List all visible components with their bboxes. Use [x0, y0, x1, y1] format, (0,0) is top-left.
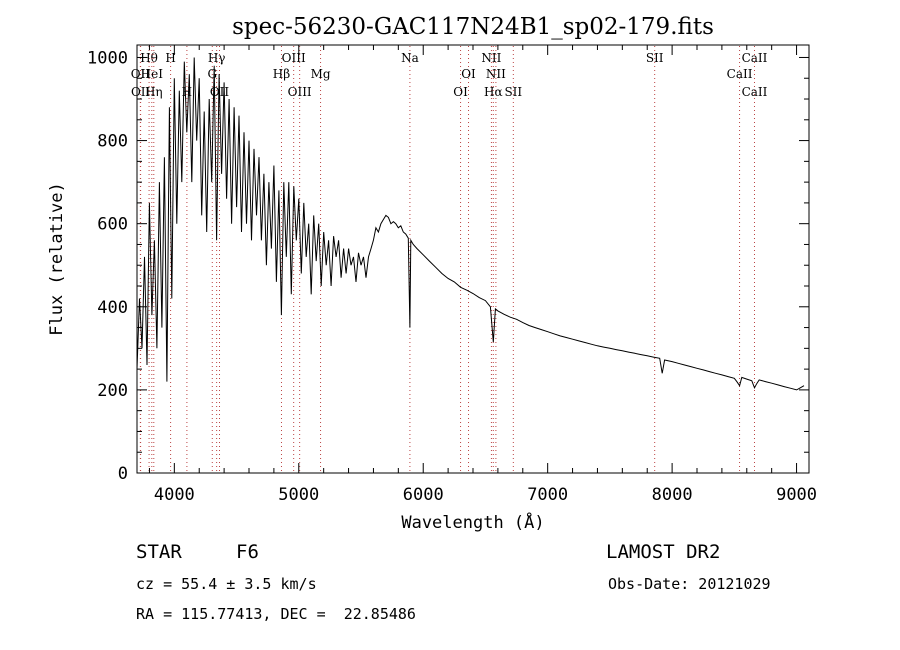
survey-name: LAMOST DR2	[606, 541, 721, 563]
line-marker-label: OIII	[282, 51, 306, 65]
x-axis: 4000 5000 6000 7000 8000 9000	[148, 45, 817, 505]
chart-title: spec-56230-GAC117N24B1_sp02-179.fits	[232, 14, 714, 40]
line-marker-label: NII	[486, 67, 506, 81]
line-marker-label: OI	[461, 67, 476, 81]
line-marker-label: NII	[481, 51, 501, 65]
line-marker-label: OII	[131, 85, 151, 99]
line-marker-label: OI	[453, 85, 468, 99]
observation-date: Obs-Date: 20121029	[608, 575, 771, 593]
x-tick-label: 5000	[278, 485, 319, 505]
y-axis: 0 200 400 600 800 1000	[87, 48, 809, 484]
line-marker-label: SII	[504, 85, 522, 99]
y-tick-label: 400	[97, 298, 128, 318]
y-tick-label: 0	[118, 464, 128, 484]
x-tick-label: 9000	[776, 485, 817, 505]
spectrum-series-line	[136, 57, 805, 391]
line-marker-label: OIII	[288, 85, 312, 99]
y-tick-label: 800	[97, 132, 128, 152]
line-marker-label: SII	[646, 51, 664, 65]
x-tick-label: 8000	[652, 485, 693, 505]
line-marker-label: Hα	[484, 85, 503, 99]
object-subclass: F6	[236, 541, 259, 563]
coordinates: RA = 115.77413, DEC = 22.85486	[136, 605, 416, 623]
line-marker-label: H	[165, 51, 175, 65]
line-marker-label: Hη	[145, 85, 163, 99]
line-marker-label: Hθ	[140, 51, 158, 65]
line-marker-label: Hγ	[208, 51, 226, 65]
object-type: STAR	[136, 541, 182, 563]
line-marker-label: CaII	[742, 85, 768, 99]
line-marker-label: Mg	[311, 67, 331, 81]
y-tick-label: 200	[97, 381, 128, 401]
line-marker-label: G	[207, 67, 217, 81]
redshift-value: cz = 55.4 ± 3.5 km/s	[136, 575, 317, 593]
x-axis-label: Wavelength (Å)	[401, 511, 544, 533]
x-tick-label: 4000	[154, 485, 195, 505]
x-tick-label: 6000	[403, 485, 444, 505]
line-marker-label: Hβ	[273, 67, 290, 81]
line-marker-label: H	[182, 85, 192, 99]
line-marker-label: Na	[401, 51, 419, 65]
plot-frame	[136, 44, 810, 474]
line-marker-label: HeI	[141, 67, 164, 81]
line-marker-label: CaII	[727, 67, 753, 81]
y-tick-label: 600	[97, 215, 128, 235]
y-tick-label: 1000	[87, 48, 128, 68]
x-tick-label: 7000	[527, 485, 568, 505]
y-axis-label: Flux (relative)	[47, 182, 67, 336]
